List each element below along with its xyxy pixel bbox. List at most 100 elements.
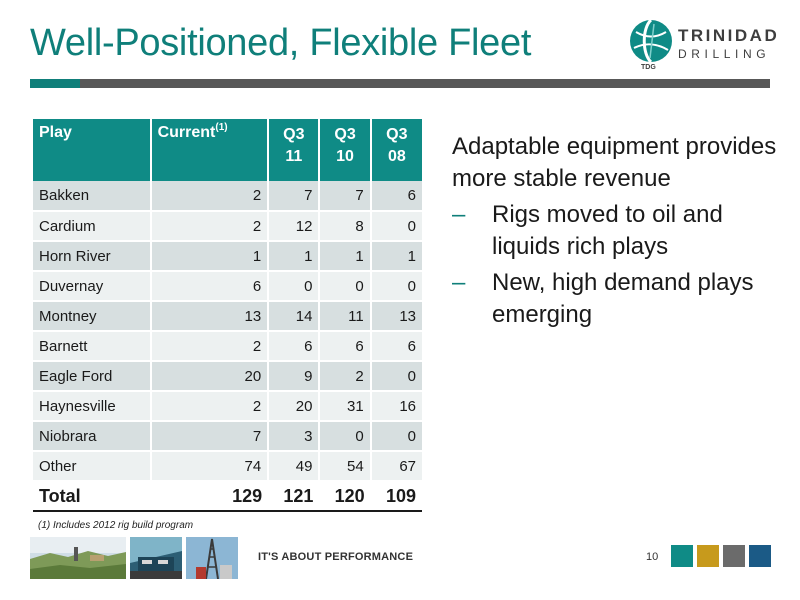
total-q3-11: 121 — [268, 480, 320, 512]
table-row: Barnett 2 6 6 6 — [33, 331, 422, 362]
cell-q3-10: 7 — [319, 181, 372, 212]
cell-play: Horn River — [33, 241, 152, 272]
trinidad-drilling-logo: TRINIDAD DRILLING TDG — [628, 18, 778, 76]
bullet-text: Rigs moved to oil and liquids rich plays — [492, 201, 723, 260]
cell-current: 13 — [150, 301, 270, 332]
logo-mark-text: TDG — [641, 64, 656, 71]
title-rule-accent — [30, 79, 80, 88]
table-row: Montney 13 14 11 13 — [33, 301, 422, 332]
cell-play: Niobrara — [33, 421, 152, 452]
title-rule — [30, 79, 770, 88]
cell-q3-10: 2 — [319, 361, 372, 392]
cell-q3-11: 3 — [268, 421, 321, 452]
swatch-blue — [749, 545, 771, 567]
cell-current: 2 — [150, 331, 270, 362]
swatch-gold — [697, 545, 719, 567]
cell-play: Haynesville — [33, 391, 152, 422]
cell-q3-10: 0 — [319, 271, 372, 302]
header-q3-11-line1: Q3 — [283, 126, 305, 143]
cell-q3-10: 54 — [319, 451, 372, 482]
header-current-footnote-ref: (1) — [215, 122, 228, 133]
cell-q3-08: 0 — [370, 361, 422, 392]
cell-play: Barnett — [33, 331, 152, 362]
cell-play: Cardium — [33, 211, 152, 242]
cell-q3-10: 31 — [319, 391, 372, 422]
logo-wordmark-line1: TRINIDAD — [678, 26, 780, 45]
header-q3-08-line2: 08 — [387, 148, 406, 165]
bullet-item: – New, high demand plays emerging — [452, 267, 792, 331]
header-q3-10-line2: 10 — [336, 148, 354, 165]
cell-current: 7 — [150, 421, 270, 452]
cell-current: 2 — [150, 391, 270, 422]
cell-q3-08: 6 — [370, 181, 422, 212]
cell-play: Montney — [33, 301, 152, 332]
cell-q3-11: 49 — [268, 451, 321, 482]
table-total-row: Total 129 121 120 109 — [33, 480, 422, 512]
cell-play: Other — [33, 451, 152, 482]
cell-q3-08: 13 — [370, 301, 422, 332]
table-header-row: Play Current(1) Q3 11 Q3 10 Q3 08 — [33, 119, 422, 181]
cell-q3-10: 0 — [319, 421, 372, 452]
cell-q3-08: 1 — [370, 241, 422, 272]
cell-q3-11: 0 — [268, 271, 321, 302]
cell-q3-10: 11 — [319, 301, 372, 332]
landscape-photo — [30, 537, 126, 579]
cell-q3-11: 9 — [268, 361, 321, 392]
header-q3-11: Q3 11 — [268, 119, 321, 181]
cell-q3-08: 0 — [370, 421, 422, 452]
cell-current: 1 — [150, 241, 270, 272]
cell-play: Duvernay — [33, 271, 152, 302]
page-number: 10 — [646, 551, 659, 563]
cell-q3-08: 67 — [370, 451, 422, 482]
cell-q3-10: 6 — [319, 331, 372, 362]
table-row: Cardium 2 12 8 0 — [33, 211, 422, 242]
table-row: Other 74 49 54 67 — [33, 451, 422, 482]
total-q3-10: 120 — [319, 480, 371, 512]
cell-q3-10: 8 — [319, 211, 372, 242]
cell-play: Bakken — [33, 181, 152, 212]
bullet-list: Adaptable equipment provides more stable… — [452, 131, 792, 331]
rig-count-table: Play Current(1) Q3 11 Q3 10 Q3 08 Bakken 2 … — [33, 119, 422, 512]
bullet-item: – Rigs moved to oil and liquids rich pla… — [452, 199, 792, 263]
total-label: Total — [33, 480, 151, 512]
cell-q3-11: 1 — [268, 241, 321, 272]
cell-q3-08: 0 — [370, 211, 422, 242]
cell-q3-11: 6 — [268, 331, 321, 362]
total-q3-08: 109 — [370, 480, 422, 512]
total-current: 129 — [150, 480, 269, 512]
swatch-teal — [671, 545, 693, 567]
logo-wordmark-line2: DRILLING — [678, 47, 771, 61]
cell-play: Eagle Ford — [33, 361, 152, 392]
header-q3-08-line1: Q3 — [386, 126, 408, 143]
footer-tagline: IT'S ABOUT PERFORMANCE — [258, 551, 414, 563]
cell-current: 74 — [150, 451, 270, 482]
globe-logo-icon — [630, 18, 672, 64]
swatch-gray — [723, 545, 745, 567]
table-row: Haynesville 2 20 31 16 — [33, 391, 422, 422]
bullet-text: New, high demand plays emerging — [492, 269, 754, 328]
cell-current: 20 — [150, 361, 270, 392]
derrick-photo — [186, 537, 238, 579]
cell-q3-11: 20 — [268, 391, 321, 422]
cell-q3-11: 12 — [268, 211, 321, 242]
table-footnote: (1) Includes 2012 rig build program — [38, 520, 194, 531]
dash-icon: – — [452, 201, 466, 228]
slide-title: Well-Positioned, Flexible Fleet — [30, 22, 532, 64]
table-row: Niobrara 7 3 0 0 — [33, 421, 422, 452]
table-row: Horn River 1 1 1 1 — [33, 241, 422, 272]
cell-q3-11: 14 — [268, 301, 321, 332]
cell-q3-08: 0 — [370, 271, 422, 302]
header-q3-11-line2: 11 — [285, 148, 303, 165]
header-q3-10-line1: Q3 — [334, 126, 356, 143]
header-current-label: Current — [157, 124, 216, 141]
table-row: Bakken 2 7 7 6 — [33, 181, 422, 212]
header-q3-08: Q3 08 — [370, 119, 422, 181]
bullet-lead: Adaptable equipment provides more stable… — [452, 133, 777, 192]
header-play: Play — [33, 119, 152, 181]
footer-photo-strip — [30, 537, 238, 579]
header-current: Current(1) — [150, 119, 270, 181]
table-row: Duvernay 6 0 0 0 — [33, 271, 422, 302]
header-q3-10: Q3 10 — [319, 119, 372, 181]
cell-q3-08: 16 — [370, 391, 422, 422]
rig-photo — [130, 537, 182, 579]
